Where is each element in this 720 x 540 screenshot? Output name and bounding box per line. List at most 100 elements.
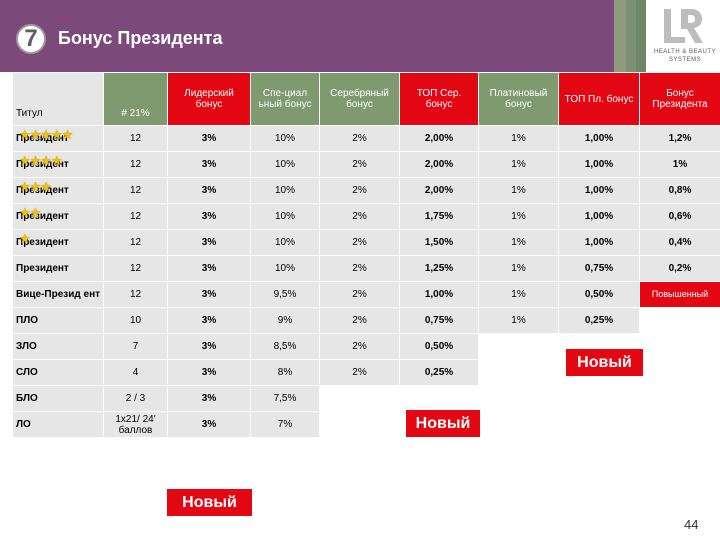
value-cell: 2% [319, 177, 400, 204]
value-cell: 2% [319, 151, 400, 178]
title-label: Президент [16, 211, 69, 222]
value-cell: 2% [319, 307, 400, 334]
value-cell: 8% [250, 359, 320, 386]
value-cell: 12 [103, 229, 168, 256]
value-cell: 7,5% [250, 385, 320, 412]
title-cell: Президент ★★ [12, 203, 104, 230]
value-cell: 3% [167, 385, 251, 412]
table-row: ПЛО 10 3% 9% 2% 0,75% 1% 0,25% [12, 307, 720, 334]
section-number-badge: 7 [16, 24, 46, 54]
table-row: Президент ★★★★★ 12 3% 10% 2% 2,00% 1% 1,00% 1,2% [12, 125, 720, 152]
value-cell: 10% [250, 177, 320, 204]
value-cell: 3% [167, 229, 251, 256]
value-cell: 2,00% [399, 177, 479, 204]
value-cell: 10% [250, 203, 320, 230]
value-cell: 0,2% [639, 255, 720, 282]
title-label: ПЛО [16, 315, 38, 326]
value-cell: 4 [103, 359, 168, 386]
value-cell: 1x21/ 24' баллов [103, 411, 168, 438]
title-cell: ЗЛО [12, 333, 104, 360]
value-cell: 3% [167, 281, 251, 308]
bonus-table-container: Титул # 21% Лидерский бонус Спе-циал ьный б… [12, 72, 720, 438]
value-cell: 1,25% [399, 255, 479, 282]
title-cell: Президент ★ [12, 229, 104, 256]
value-cell: 1,2% [639, 125, 720, 152]
table-row: Президент ★ 12 3% 10% 2% 1,50% 1% 1,00% 0,4% [12, 229, 720, 256]
bonus-table: Титул # 21% Лидерский бонус Спе-циал ьный б… [12, 72, 720, 438]
value-cell: 2% [319, 229, 400, 256]
title-cell: Президент ★★★★★ [12, 125, 104, 152]
value-cell: 2% [319, 359, 400, 386]
header-strip [626, 0, 636, 72]
table-header-row: Титул # 21% Лидерский бонус Спе-циал ьный б… [12, 72, 720, 126]
title-cell: БЛО [12, 385, 104, 412]
table-row: Вице-Презид ент 12 3% 9,5% 2% 1,00% 1% 0,50% Пов… [12, 281, 720, 308]
value-cell [399, 385, 479, 412]
value-cell [319, 411, 400, 438]
title-label: СЛО [16, 367, 38, 378]
value-cell: 1% [478, 177, 559, 204]
value-cell: 7% [250, 411, 320, 438]
title-label: ЛО [16, 419, 31, 430]
value-cell: 1% [478, 125, 559, 152]
logo-text-line2: SYSTEMS [668, 57, 702, 63]
value-cell: 2% [319, 203, 400, 230]
value-cell: 10 [103, 307, 168, 334]
value-cell: 1,50% [399, 229, 479, 256]
title-cell: ПЛО [12, 307, 104, 334]
value-cell: 3% [167, 307, 251, 334]
column-header: ТОП Сер. бонус [399, 72, 479, 126]
table-row: Президент ★★★★ 12 3% 10% 2% 2,00% 1% 1,00% 1% [12, 151, 720, 178]
value-cell: 1% [478, 229, 559, 256]
column-header: Лидерский бонус [167, 72, 251, 126]
value-cell [478, 385, 559, 412]
highlight-cell: Повышенный [639, 281, 720, 308]
title-label: БЛО [16, 393, 38, 404]
lr-logo-icon [646, 6, 720, 51]
value-cell: 12 [103, 177, 168, 204]
table-body: Президент ★★★★★ 12 3% 10% 2% 2,00% 1% 1,00% 1,2% П… [12, 125, 720, 438]
value-cell: 2% [319, 125, 400, 152]
slide-header: 7 Бонус Президента HEALTH & BEAUTY SYSTE… [0, 0, 720, 72]
value-cell: 1,00% [558, 203, 640, 230]
section-number: 7 [24, 25, 38, 52]
value-cell: 12 [103, 255, 168, 282]
title-cell: Президент ★★★★ [12, 151, 104, 178]
value-cell: 0,75% [558, 255, 640, 282]
value-cell: 0,6% [639, 203, 720, 230]
title-cell: СЛО [12, 359, 104, 386]
title-cell: Вице-Презид ент [12, 281, 104, 308]
value-cell: 1% [478, 307, 559, 334]
value-cell: 8,5% [250, 333, 320, 360]
value-cell: 10% [250, 151, 320, 178]
value-cell: 0,50% [399, 333, 479, 360]
table-row: Президент 12 3% 10% 2% 1,25% 1% 0,75% 0,2% [12, 255, 720, 282]
value-cell: 2% [319, 281, 400, 308]
value-cell: 9,5% [250, 281, 320, 308]
title-cell: Президент [12, 255, 104, 282]
value-cell: 1% [478, 203, 559, 230]
value-cell: 1% [478, 151, 559, 178]
header-strip [636, 0, 646, 72]
value-cell: 3% [167, 151, 251, 178]
new-badge: Новый [167, 489, 252, 516]
title-label: Президент [16, 133, 69, 144]
value-cell [478, 411, 559, 438]
new-badge: Новый [406, 410, 480, 437]
value-cell: 3% [167, 203, 251, 230]
column-header: Спе-циал ьный бонус [250, 72, 320, 126]
value-cell: 3% [167, 255, 251, 282]
new-badge: Новый [566, 349, 643, 376]
value-cell: 1,00% [558, 125, 640, 152]
value-cell: 12 [103, 125, 168, 152]
value-cell: 2% [319, 255, 400, 282]
value-cell: 1,00% [558, 177, 640, 204]
page-number: 44 [684, 517, 699, 532]
title-label: Президент [16, 159, 69, 170]
value-cell: 10% [250, 229, 320, 256]
column-header: Бонус Президента [639, 72, 720, 126]
value-cell: 3% [167, 333, 251, 360]
value-cell: 12 [103, 203, 168, 230]
value-cell [478, 333, 559, 360]
value-cell [319, 385, 400, 412]
